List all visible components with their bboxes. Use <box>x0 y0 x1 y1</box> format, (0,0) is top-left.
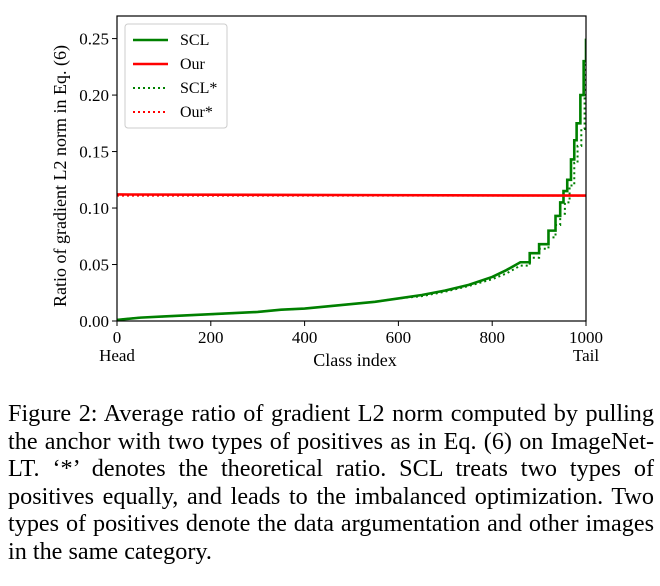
plot-frame <box>116 15 587 322</box>
series-scl <box>117 38 586 321</box>
x-annotation-head: Head <box>99 346 135 365</box>
legend-label: SCL* <box>180 80 217 97</box>
series-our <box>117 193 586 197</box>
legend-label: Our <box>180 56 206 73</box>
y-tick-label: 0.15 <box>79 143 109 162</box>
chart: 0 200 400 600 800 1000 0.00 0.05 0.10 0.15 0.20 0.2… <box>50 15 603 370</box>
legend-box <box>124 23 228 129</box>
x-tick-label: 400 <box>292 328 318 347</box>
x-tick-label: 800 <box>479 328 505 347</box>
y-axis-label: Ratio of gradient L2 norm in Eq. (6) <box>50 45 71 307</box>
y-tick-label: 0.20 <box>79 86 109 105</box>
y-tick-label: 0.10 <box>79 199 109 218</box>
y-tick-label: 0.25 <box>79 30 109 49</box>
x-tick-label: 0 <box>113 328 122 347</box>
x-tick-label: 200 <box>198 328 224 347</box>
y-tick-label: 0.00 <box>79 312 109 331</box>
x-tick-label: 600 <box>386 328 412 347</box>
figure-caption: Figure 2: Average ratio of gradient L2 n… <box>8 400 654 565</box>
x-annotation-tail: Tail <box>573 346 599 365</box>
x-tick-label: 1000 <box>569 328 603 347</box>
legend-label: Our* <box>180 104 213 121</box>
series-scl-star <box>117 61 586 321</box>
legend-label: SCL <box>180 32 209 49</box>
x-axis-label: Class index <box>313 350 397 370</box>
y-tick-label: 0.05 <box>79 256 109 275</box>
legend: SCL Our SCL* Our* <box>124 23 228 129</box>
